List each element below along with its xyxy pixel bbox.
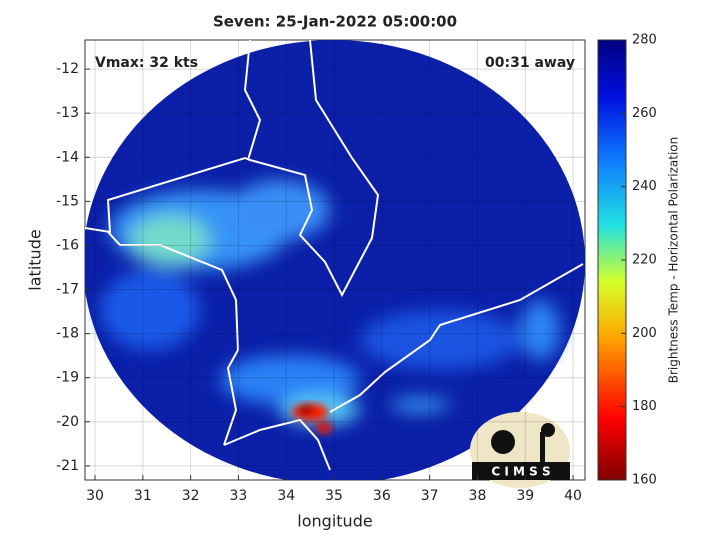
colorbar-tick-label: 160 xyxy=(632,473,657,488)
y-tick-label: -12 xyxy=(56,61,79,77)
distance-label: 00:31 away xyxy=(485,55,575,71)
colorbar-tick-label: 240 xyxy=(632,179,657,194)
colorbar-tick-label: 180 xyxy=(632,399,657,414)
x-tick-label: 40 xyxy=(564,488,582,504)
colorbar-tick-label: 220 xyxy=(632,253,657,268)
imagery xyxy=(85,40,585,480)
y-tick-label: -18 xyxy=(56,326,79,342)
title: Seven: 25-Jan-2022 05:00:00 xyxy=(213,13,457,31)
x-tick-label: 34 xyxy=(277,488,295,504)
y-tick-label: -17 xyxy=(56,282,79,298)
x-tick-label: 33 xyxy=(230,488,248,504)
logo: C I M S S xyxy=(470,412,570,488)
y-tick-label: -19 xyxy=(56,370,79,386)
x-tick-label: 30 xyxy=(86,488,104,504)
y-axis-label: latitude xyxy=(26,229,45,290)
x-tick-label: 38 xyxy=(469,488,487,504)
x-tick-label: 31 xyxy=(134,488,152,504)
y-tick-label: -21 xyxy=(56,458,79,474)
x-tick-label: 36 xyxy=(373,488,391,504)
x-tick-label: 35 xyxy=(325,488,343,504)
x-axis-label: longitude xyxy=(297,512,372,531)
logo-text: C I M S S xyxy=(491,465,550,479)
colorbar-tick-label: 260 xyxy=(632,106,657,121)
x-tick-label: 37 xyxy=(421,488,439,504)
y-tick-label: -14 xyxy=(56,149,79,165)
y-tick-label: -15 xyxy=(56,193,79,209)
colorbar-tick-label: 280 xyxy=(632,33,657,48)
y-tick-label: -13 xyxy=(56,105,79,121)
x-tick-label: 39 xyxy=(516,488,534,504)
colorbar-label: Brightness Temp - Horizontal Polarizatio… xyxy=(667,137,681,384)
vmax-label: Vmax: 32 kts xyxy=(95,55,198,71)
x-tick-label: 32 xyxy=(182,488,200,504)
y-tick-label: -16 xyxy=(56,237,79,253)
colorbar-tick-label: 200 xyxy=(632,326,657,341)
y-tick-label: -20 xyxy=(56,414,79,430)
